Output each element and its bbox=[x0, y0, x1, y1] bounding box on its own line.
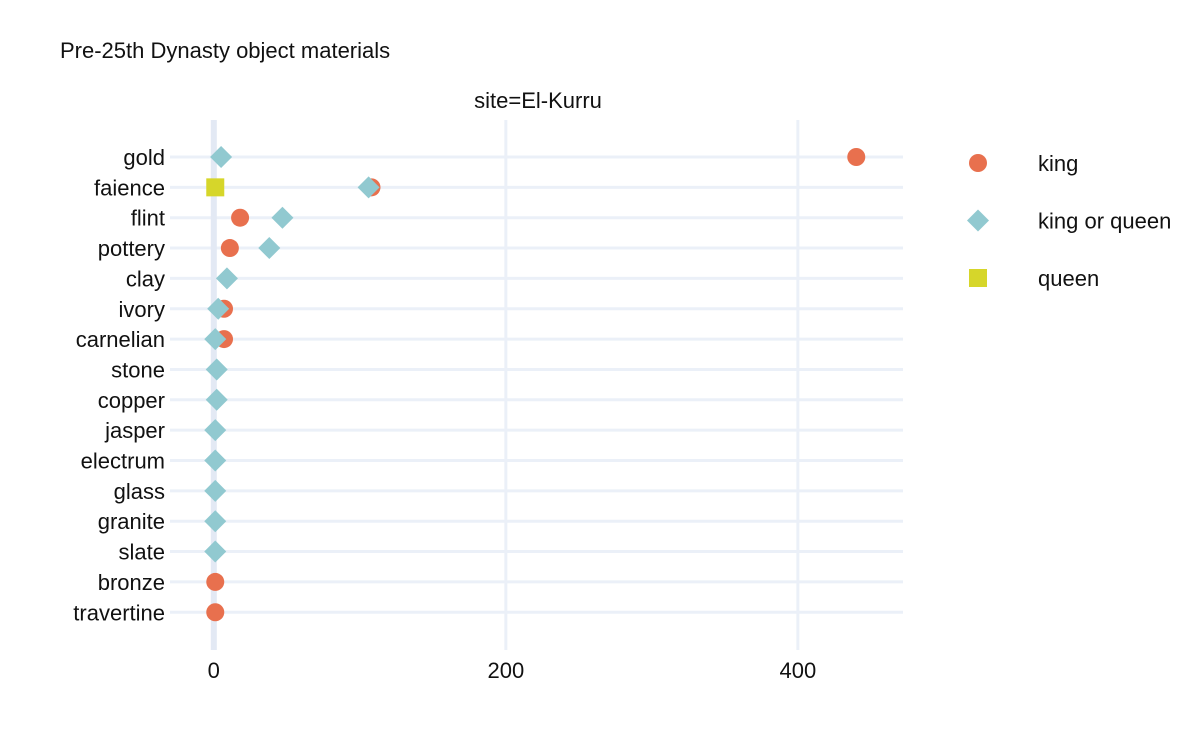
y-tick-label: carnelian bbox=[76, 327, 165, 352]
point-queen-faience[interactable] bbox=[206, 178, 225, 197]
y-tick-label: glass bbox=[114, 479, 165, 504]
legend-label-king-or-queen[interactable]: king or queen bbox=[1038, 209, 1171, 234]
x-tick-label: 400 bbox=[780, 658, 817, 683]
point-king-or-queen-glass[interactable] bbox=[204, 479, 227, 502]
y-tick-label: stone bbox=[111, 357, 165, 382]
point-king-or-queen-granite[interactable] bbox=[204, 510, 227, 533]
y-tick-label: jasper bbox=[104, 418, 165, 443]
y-tick-label: copper bbox=[98, 388, 165, 413]
point-king-or-queen-faience[interactable] bbox=[357, 176, 380, 199]
point-king-or-queen-ivory[interactable] bbox=[207, 297, 230, 320]
y-tick-label: slate bbox=[119, 540, 165, 565]
point-king-or-queen-slate[interactable] bbox=[204, 540, 227, 563]
facet-label: site=El-Kurru bbox=[474, 88, 602, 113]
point-king-or-queen-carnelian[interactable] bbox=[204, 328, 227, 351]
legend-marker-king-or-queen[interactable] bbox=[967, 209, 989, 232]
y-tick-label: travertine bbox=[73, 600, 165, 625]
y-tick-label: gold bbox=[123, 145, 165, 170]
marks-layer bbox=[204, 146, 866, 622]
y-tick-label: pottery bbox=[98, 236, 165, 261]
chart-title: Pre-25th Dynasty object materials bbox=[60, 38, 391, 63]
y-tick-label: clay bbox=[126, 266, 165, 291]
axis-layer: gold faience flint pottery clay ivory carnelia… bbox=[73, 145, 816, 683]
y-tick-label: flint bbox=[131, 206, 165, 231]
y-tick-label: faience bbox=[94, 175, 165, 200]
legend-marker-king[interactable] bbox=[969, 154, 987, 172]
point-king-flint[interactable] bbox=[231, 208, 250, 227]
point-king-or-queen-flint[interactable] bbox=[271, 206, 294, 229]
legend[interactable]: king king or queen queen bbox=[967, 151, 1171, 291]
point-king-or-queen-clay[interactable] bbox=[215, 267, 238, 290]
point-king-or-queen-copper[interactable] bbox=[205, 388, 228, 411]
point-king-or-queen-pottery[interactable] bbox=[258, 237, 281, 260]
point-king-or-queen-stone[interactable] bbox=[205, 358, 228, 381]
legend-label-queen[interactable]: queen bbox=[1038, 266, 1099, 291]
point-king-travertine[interactable] bbox=[206, 603, 225, 622]
point-king-bronze[interactable] bbox=[206, 572, 225, 591]
grid-layer bbox=[170, 120, 903, 650]
point-king-or-queen-jasper[interactable] bbox=[204, 419, 227, 442]
y-tick-label: granite bbox=[98, 509, 165, 534]
y-tick-label: bronze bbox=[98, 570, 165, 595]
point-king-or-queen-gold[interactable] bbox=[210, 146, 233, 168]
x-tick-label: 0 bbox=[208, 658, 220, 683]
point-king-or-queen-electrum[interactable] bbox=[204, 449, 227, 472]
x-tick-label: 200 bbox=[487, 658, 524, 683]
point-king-pottery[interactable] bbox=[220, 239, 239, 258]
legend-label-king[interactable]: king bbox=[1038, 151, 1078, 176]
y-tick-label: electrum bbox=[81, 449, 165, 474]
point-king-gold[interactable] bbox=[847, 148, 866, 166]
y-tick-label: ivory bbox=[119, 297, 165, 322]
legend-marker-queen[interactable] bbox=[969, 269, 987, 287]
